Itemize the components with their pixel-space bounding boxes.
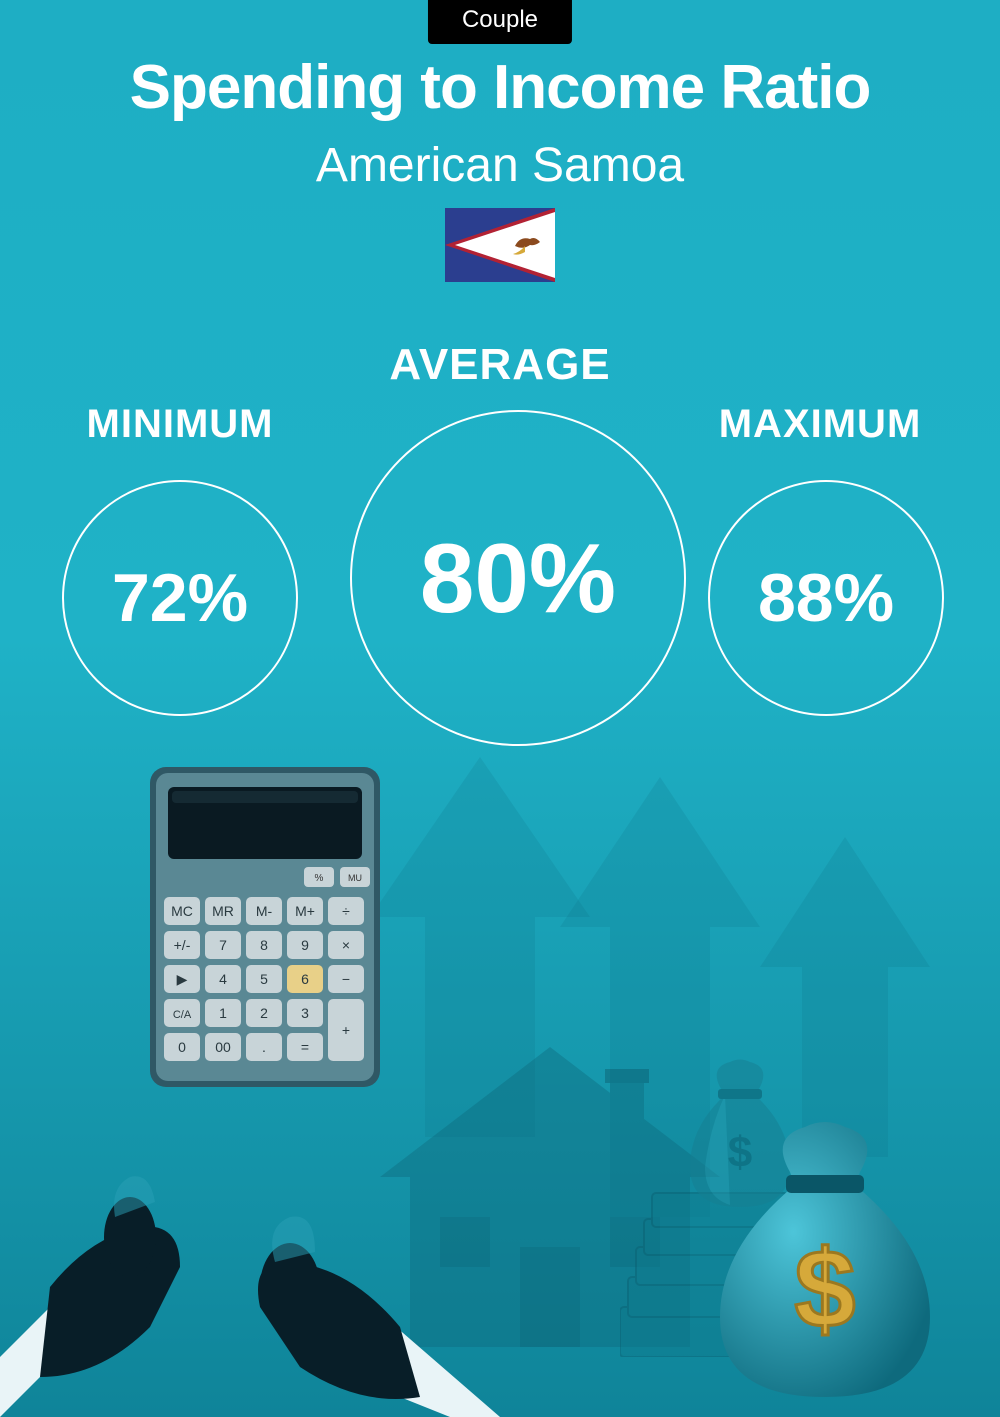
average-label: AVERAGE: [0, 340, 1000, 390]
svg-text:2: 2: [260, 1005, 268, 1021]
page-title: Spending to Income Ratio: [0, 52, 1000, 123]
illustration-area: $ $: [0, 777, 1000, 1417]
average-circle: 80%: [350, 410, 686, 746]
svg-text:5: 5: [260, 971, 268, 987]
svg-text:.: .: [262, 1039, 266, 1055]
region-subtitle: American Samoa: [0, 138, 1000, 193]
svg-text:7: 7: [219, 937, 227, 953]
svg-text:÷: ÷: [342, 903, 350, 919]
svg-text:6: 6: [301, 971, 309, 987]
average-value: 80%: [420, 522, 616, 635]
svg-text:−: −: [342, 971, 350, 987]
maximum-label: MAXIMUM: [640, 402, 1000, 447]
svg-text:0: 0: [178, 1039, 186, 1055]
svg-text:$: $: [794, 1228, 855, 1351]
minimum-circle: 72%: [62, 480, 298, 716]
svg-text:00: 00: [215, 1039, 231, 1055]
svg-text:C/A: C/A: [173, 1009, 192, 1021]
maximum-value: 88%: [758, 559, 894, 637]
calculator-icon: % MU MC MR M- M+ ÷ +/- 7 8 9 × ▶ 4 5 6: [150, 767, 380, 1087]
svg-text:MR: MR: [212, 903, 234, 919]
minimum-label: MINIMUM: [0, 402, 360, 447]
money-bag-large-icon: $: [710, 1117, 940, 1397]
category-tab: Couple: [428, 0, 572, 44]
minimum-value: 72%: [112, 559, 248, 637]
svg-text:1: 1: [219, 1005, 227, 1021]
svg-text:9: 9: [301, 937, 309, 953]
svg-text:+: +: [342, 1022, 350, 1038]
svg-text:MC: MC: [171, 903, 193, 919]
maximum-circle: 88%: [708, 480, 944, 716]
svg-text:3: 3: [301, 1005, 309, 1021]
svg-text:8: 8: [260, 937, 268, 953]
svg-text:=: =: [301, 1039, 309, 1055]
flag-icon: [445, 208, 555, 282]
svg-text:M+: M+: [295, 903, 315, 919]
svg-text:MU: MU: [348, 873, 362, 883]
svg-text:×: ×: [342, 937, 350, 953]
svg-text:%: %: [315, 873, 324, 884]
svg-text:+/-: +/-: [174, 937, 191, 953]
svg-text:4: 4: [219, 971, 227, 987]
infographic-canvas: Couple Spending to Income Ratio American…: [0, 0, 1000, 1417]
svg-text:M-: M-: [256, 903, 273, 919]
svg-text:▶: ▶: [177, 971, 188, 987]
